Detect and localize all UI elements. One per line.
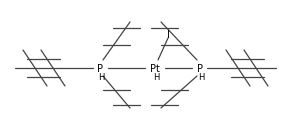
- Text: H: H: [198, 73, 204, 83]
- Text: H: H: [153, 73, 159, 83]
- Text: I: I: [166, 30, 169, 40]
- Text: Pt: Pt: [150, 64, 160, 74]
- Text: H: H: [98, 73, 104, 83]
- Text: P: P: [97, 64, 103, 74]
- Text: P: P: [197, 64, 203, 74]
